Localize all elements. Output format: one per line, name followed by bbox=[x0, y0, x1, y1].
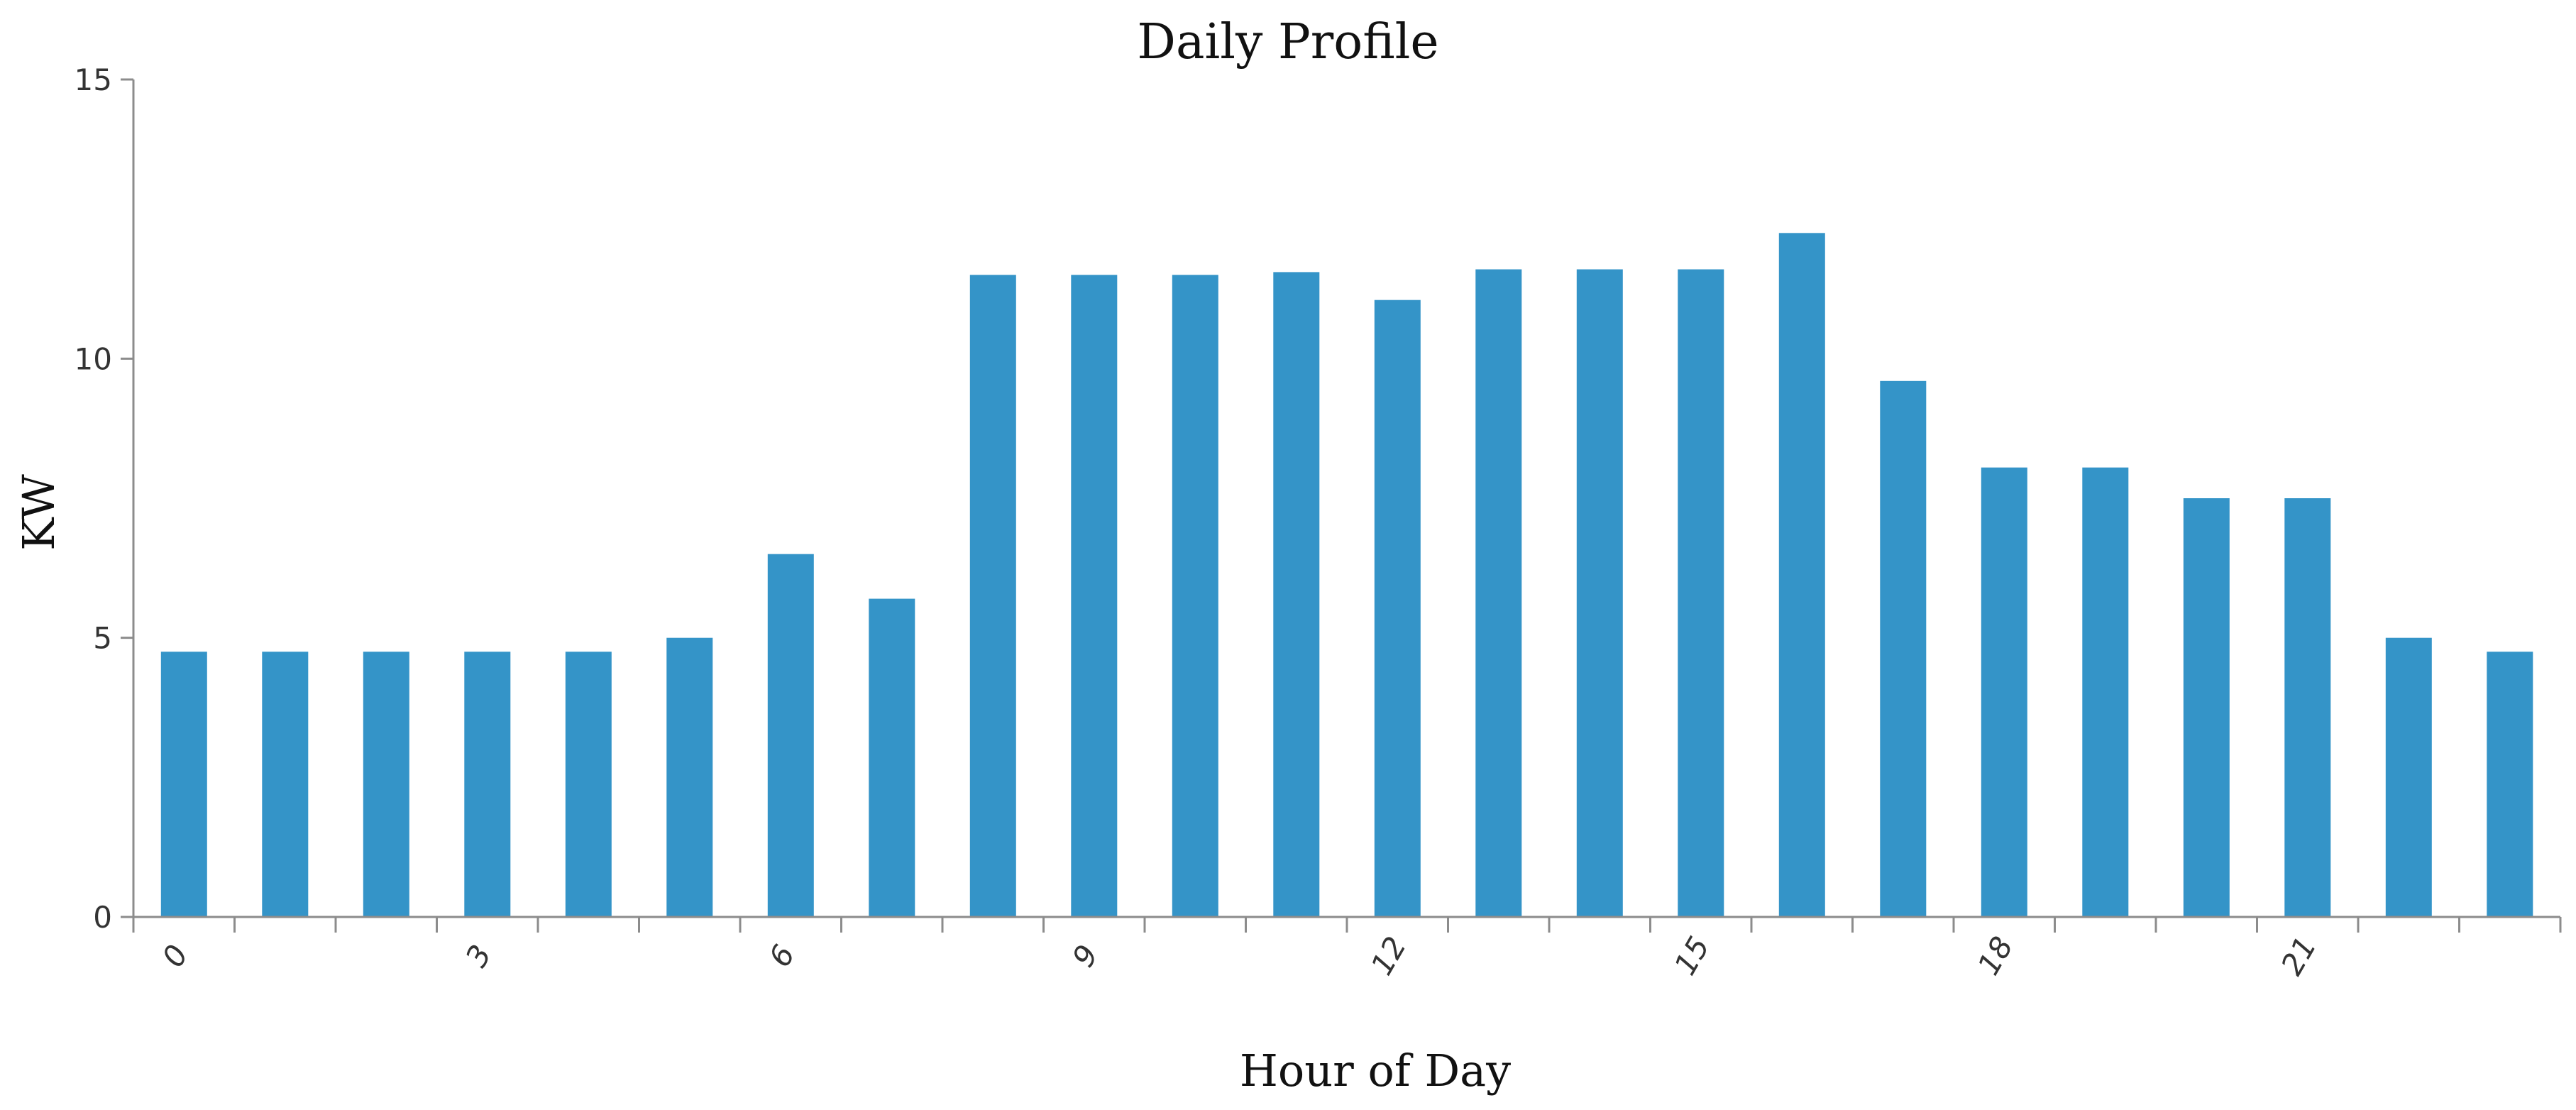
x-tick-label: 21 bbox=[2274, 930, 2323, 981]
x-tick-label: 18 bbox=[1971, 930, 2020, 981]
y-tick-label: 0 bbox=[93, 900, 112, 935]
bar-hour-8 bbox=[969, 275, 1016, 917]
x-tick-label: 9 bbox=[1065, 939, 1105, 973]
y-tick-label: 15 bbox=[75, 62, 112, 97]
bar-hour-11 bbox=[1273, 272, 1320, 917]
x-tick-label: 15 bbox=[1668, 930, 1717, 981]
x-tick-label: 3 bbox=[458, 939, 498, 973]
y-tick-label: 10 bbox=[75, 341, 112, 376]
y-axis: 0 5 10 15 bbox=[75, 62, 135, 935]
bar-hour-9 bbox=[1071, 275, 1118, 917]
bar-hour-18 bbox=[1981, 467, 2027, 917]
bar-hour-22 bbox=[2385, 637, 2432, 917]
bar-hour-23 bbox=[2487, 652, 2533, 917]
bar-hour-4 bbox=[565, 652, 612, 917]
y-axis-title: KW bbox=[13, 474, 65, 551]
bar-hour-13 bbox=[1475, 269, 1522, 917]
bar-hour-15 bbox=[1678, 269, 1724, 917]
bar-hour-12 bbox=[1374, 300, 1421, 917]
bar-hour-14 bbox=[1576, 269, 1623, 917]
bar-hour-21 bbox=[2284, 498, 2331, 917]
x-tick-label: 12 bbox=[1364, 930, 1413, 981]
bar-hour-19 bbox=[2082, 467, 2129, 917]
bar-series bbox=[160, 233, 2533, 917]
bar-hour-17 bbox=[1880, 380, 1927, 917]
bar-hour-10 bbox=[1172, 275, 1218, 917]
bar-hour-20 bbox=[2183, 498, 2230, 917]
bar-hour-6 bbox=[767, 554, 814, 917]
bar-hour-1 bbox=[262, 652, 309, 917]
bar-hour-3 bbox=[464, 652, 511, 917]
bar-hour-0 bbox=[160, 652, 207, 917]
x-axis-title: Hour of Day bbox=[1240, 1045, 1511, 1097]
y-tick-label: 5 bbox=[93, 621, 112, 656]
bar-hour-7 bbox=[869, 598, 915, 917]
x-tick-label: 6 bbox=[762, 939, 802, 973]
bar-hour-2 bbox=[363, 652, 409, 917]
bar-hour-5 bbox=[666, 637, 713, 917]
x-axis: 0 3 6 9 12 15 18 21 bbox=[132, 916, 2562, 981]
x-tick-label: 0 bbox=[155, 939, 195, 973]
bar-hour-16 bbox=[1778, 233, 1825, 917]
chart-title: Daily Profile bbox=[1137, 14, 1438, 70]
